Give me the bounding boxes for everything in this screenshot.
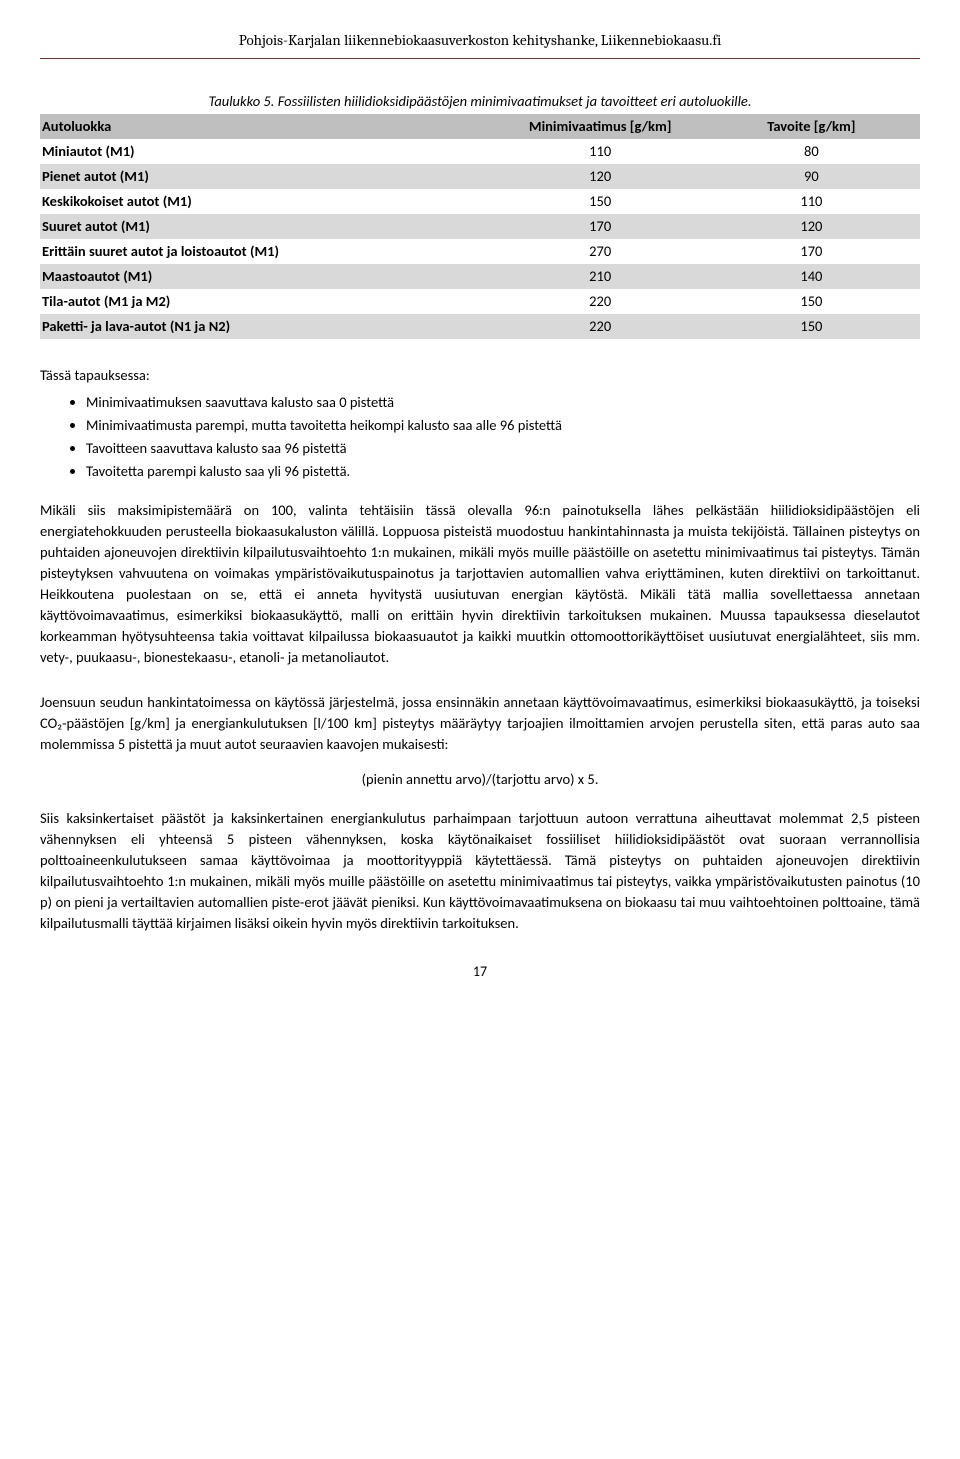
row-minimi: 220 [498, 314, 709, 339]
row-label: Miniautot (M1) [40, 139, 498, 164]
row-label: Tila-autot (M1 ja M2) [40, 289, 498, 314]
row-label: Keskikokoiset autot (M1) [40, 189, 498, 214]
list-item: Tavoitetta parempi kalusto saa yli 96 pi… [86, 461, 920, 482]
row-label: Suuret autot (M1) [40, 214, 498, 239]
col-autoluokka: Autoluokka [40, 114, 498, 139]
page-number: 17 [40, 962, 920, 982]
table-row: Miniautot (M1)11080 [40, 139, 920, 164]
list-item: Tavoitteen saavuttava kalusto saa 96 pis… [86, 438, 920, 459]
row-tavoite: 170 [709, 239, 920, 264]
table-caption: Taulukko 5. Fossiilisten hiilidioksidipä… [40, 91, 920, 112]
table-row: Pienet autot (M1)12090 [40, 164, 920, 189]
paragraph-1: Mikäli siis maksimipistemäärä on 100, va… [40, 500, 920, 668]
row-tavoite: 110 [709, 189, 920, 214]
bullet-list: Minimivaatimuksen saavuttava kalusto saa… [40, 392, 920, 482]
page: Pohjois-Karjalan liikennebiokaasuverkost… [0, 0, 960, 1023]
row-minimi: 210 [498, 264, 709, 289]
row-label: Maastoautot (M1) [40, 264, 498, 289]
row-label: Paketti- ja lava-autot (N1 ja N2) [40, 314, 498, 339]
row-minimi: 170 [498, 214, 709, 239]
row-minimi: 110 [498, 139, 709, 164]
row-tavoite: 120 [709, 214, 920, 239]
row-tavoite: 140 [709, 264, 920, 289]
table-row: Keskikokoiset autot (M1)150110 [40, 189, 920, 214]
row-tavoite: 80 [709, 139, 920, 164]
formula: (pienin annettu arvo)/(tarjottu arvo) x … [40, 769, 920, 790]
row-tavoite: 90 [709, 164, 920, 189]
row-tavoite: 150 [709, 314, 920, 339]
row-label: Pienet autot (M1) [40, 164, 498, 189]
paragraph-3: Siis kaksinkertaiset päästöt ja kaksinke… [40, 808, 920, 934]
paragraph-2: Joensuun seudun hankintatoimessa on käyt… [40, 692, 920, 755]
table-row: Tila-autot (M1 ja M2)220150 [40, 289, 920, 314]
row-minimi: 120 [498, 164, 709, 189]
table-row: Suuret autot (M1)170120 [40, 214, 920, 239]
row-label: Erittäin suuret autot ja loistoautot (M1… [40, 239, 498, 264]
table-row: Paketti- ja lava-autot (N1 ja N2)220150 [40, 314, 920, 339]
emissions-table: Autoluokka Minimivaatimus [g/km] Tavoite… [40, 114, 920, 339]
row-minimi: 270 [498, 239, 709, 264]
row-minimi: 220 [498, 289, 709, 314]
table-row: Maastoautot (M1)210140 [40, 264, 920, 289]
row-minimi: 150 [498, 189, 709, 214]
list-item: Minimivaatimusta parempi, mutta tavoitet… [86, 415, 920, 436]
table-row: Erittäin suuret autot ja loistoautot (M1… [40, 239, 920, 264]
col-minimivaatimus: Minimivaatimus [g/km] [498, 114, 709, 139]
col-tavoite: Tavoite [g/km] [709, 114, 920, 139]
intro-text: Tässä tapauksessa: [40, 365, 920, 386]
page-header: Pohjois-Karjalan liikennebiokaasuverkost… [40, 30, 920, 59]
row-tavoite: 150 [709, 289, 920, 314]
list-item: Minimivaatimuksen saavuttava kalusto saa… [86, 392, 920, 413]
table-header-row: Autoluokka Minimivaatimus [g/km] Tavoite… [40, 114, 920, 139]
